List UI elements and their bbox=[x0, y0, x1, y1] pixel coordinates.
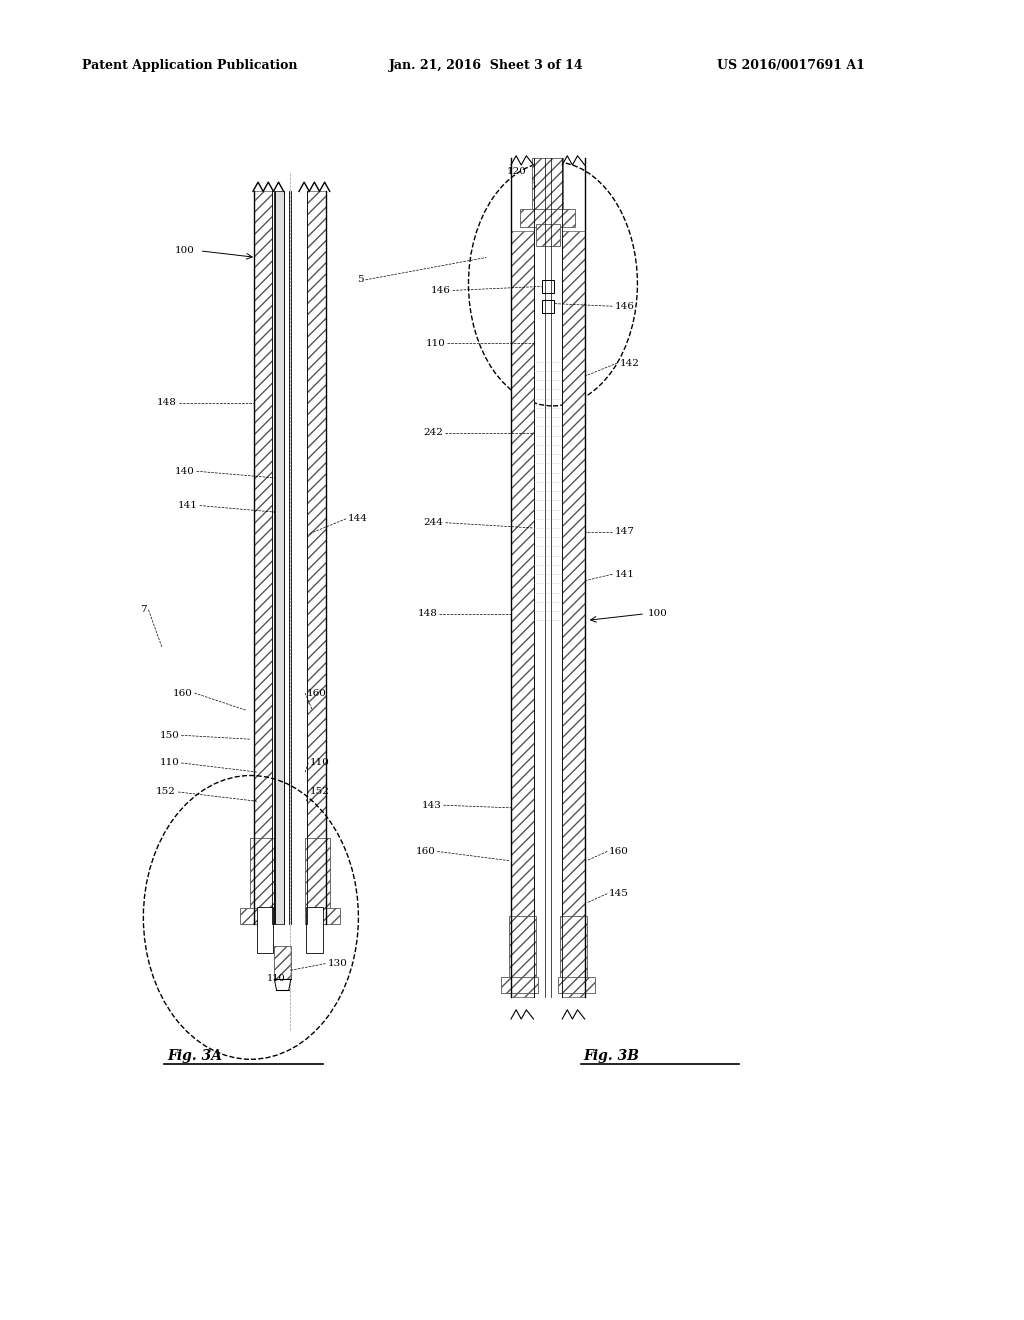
Text: 141: 141 bbox=[178, 502, 198, 510]
Text: 100: 100 bbox=[648, 610, 668, 618]
Text: 7: 7 bbox=[140, 606, 146, 614]
Bar bbox=[254, 191, 272, 924]
Text: 142: 142 bbox=[620, 359, 639, 367]
Bar bbox=[562, 231, 585, 997]
Text: 140: 140 bbox=[175, 467, 195, 475]
Bar bbox=[305, 908, 340, 924]
Text: 143: 143 bbox=[422, 801, 441, 809]
Text: 148: 148 bbox=[418, 610, 437, 618]
Bar bbox=[542, 300, 554, 313]
Bar bbox=[274, 946, 291, 979]
Text: Fig. 3A: Fig. 3A bbox=[167, 1049, 222, 1063]
Text: 146: 146 bbox=[431, 286, 451, 294]
Text: 141: 141 bbox=[614, 570, 634, 578]
Text: Patent Application Publication: Patent Application Publication bbox=[82, 59, 297, 73]
Bar bbox=[305, 838, 330, 911]
Text: 146: 146 bbox=[614, 302, 634, 310]
Text: 144: 144 bbox=[348, 515, 368, 523]
Text: 148: 148 bbox=[158, 399, 177, 407]
Text: 160: 160 bbox=[609, 847, 629, 855]
Bar bbox=[306, 907, 323, 953]
Text: 160: 160 bbox=[173, 689, 193, 697]
Text: 242: 242 bbox=[424, 429, 443, 437]
Bar bbox=[275, 191, 284, 924]
Bar bbox=[520, 209, 575, 227]
Text: US 2016/0017691 A1: US 2016/0017691 A1 bbox=[717, 59, 864, 73]
Text: 147: 147 bbox=[614, 528, 634, 536]
Bar bbox=[536, 224, 560, 246]
Bar bbox=[511, 231, 534, 997]
Text: Fig. 3B: Fig. 3B bbox=[584, 1049, 640, 1063]
Bar bbox=[240, 908, 274, 924]
Text: 130: 130 bbox=[328, 960, 347, 968]
Bar bbox=[250, 838, 274, 911]
Text: 152: 152 bbox=[157, 788, 176, 796]
Text: Jan. 21, 2016  Sheet 3 of 14: Jan. 21, 2016 Sheet 3 of 14 bbox=[389, 59, 584, 73]
Text: 160: 160 bbox=[416, 847, 435, 855]
Bar bbox=[532, 158, 563, 211]
Bar bbox=[560, 916, 587, 979]
Bar bbox=[509, 916, 536, 979]
Bar bbox=[558, 977, 595, 993]
Bar bbox=[307, 191, 326, 924]
Text: 110: 110 bbox=[310, 759, 330, 767]
Text: 244: 244 bbox=[424, 519, 443, 527]
Text: 100: 100 bbox=[175, 247, 195, 255]
Bar bbox=[501, 977, 538, 993]
Text: 160: 160 bbox=[307, 689, 327, 697]
Text: 110: 110 bbox=[267, 974, 286, 983]
Bar bbox=[542, 280, 554, 293]
Text: 145: 145 bbox=[609, 890, 629, 898]
Text: 110: 110 bbox=[426, 339, 445, 347]
Text: 120: 120 bbox=[507, 168, 526, 176]
Bar bbox=[257, 907, 273, 953]
Text: 5: 5 bbox=[357, 276, 364, 284]
Text: 110: 110 bbox=[160, 759, 179, 767]
Text: 152: 152 bbox=[310, 788, 330, 796]
Text: 150: 150 bbox=[160, 731, 179, 739]
